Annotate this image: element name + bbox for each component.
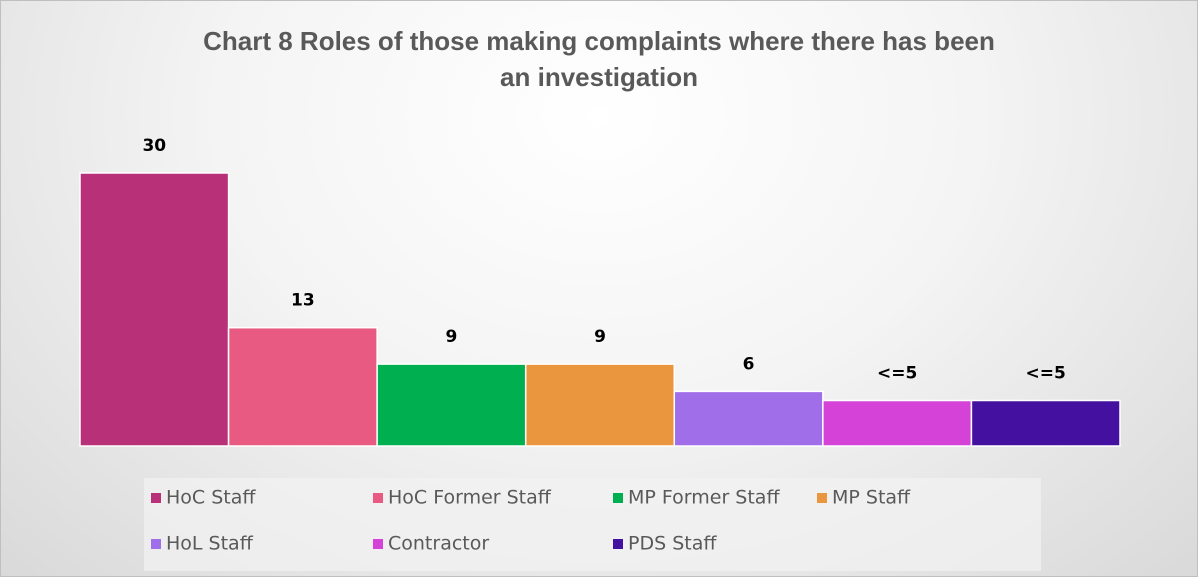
value-label: 13 <box>291 291 315 311</box>
bar <box>376 363 527 447</box>
legend-swatch <box>373 493 383 503</box>
legend-label: HoL Staff <box>166 533 254 555</box>
legend-label: PDS Staff <box>628 533 717 555</box>
value-label: <=5 <box>877 364 917 384</box>
legend-swatch <box>613 493 623 503</box>
legend-box <box>144 478 1041 571</box>
chart-title: Chart 8 Roles of those making complaints… <box>203 26 995 92</box>
value-label: 9 <box>446 327 458 347</box>
bar <box>673 390 824 447</box>
legend-swatch <box>817 493 827 503</box>
legend-swatch <box>373 539 383 549</box>
value-label: 30 <box>142 136 166 156</box>
legend-label: MP Former Staff <box>628 487 780 509</box>
bar <box>524 363 676 447</box>
bar <box>227 326 378 447</box>
legend-label: Contractor <box>388 533 489 555</box>
value-label: <=5 <box>1026 364 1066 384</box>
legend-swatch <box>151 493 161 503</box>
bar <box>79 172 230 447</box>
value-label: 9 <box>594 327 606 347</box>
bar <box>822 399 973 447</box>
legend-label: HoC Former Staff <box>388 487 552 509</box>
legend-label: MP Staff <box>832 487 911 509</box>
bar <box>970 399 1121 447</box>
value-label: 6 <box>743 354 755 374</box>
legend-label: HoC Staff <box>166 487 256 509</box>
legend-swatch <box>613 539 623 549</box>
legend-swatch <box>151 539 161 549</box>
